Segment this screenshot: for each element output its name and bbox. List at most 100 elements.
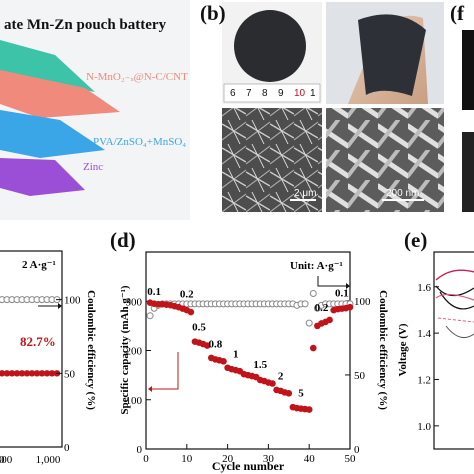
panel-d-frame bbox=[145, 251, 351, 450]
panel-d-rate-label: 0.2 bbox=[180, 288, 194, 300]
cnt-cathode-layer bbox=[0, 40, 95, 92]
panel-d-tick-left-label: 200 bbox=[126, 346, 143, 358]
panel-d-label: (d) bbox=[110, 228, 136, 252]
panel-d-capacity-point bbox=[346, 303, 354, 311]
panel-d-rate-label: 0.5 bbox=[192, 322, 206, 334]
panel-e-curve-pink bbox=[435, 269, 474, 281]
panel-e-y-label: Voltage (V) bbox=[397, 323, 409, 376]
panel-d-capacity-point bbox=[220, 358, 227, 365]
panel-d-x-label: Cycle number bbox=[212, 459, 285, 473]
panel-d-capacity-point bbox=[187, 308, 195, 316]
electrolyte-label: PVA/ZnSO₄+MnSO₄ bbox=[93, 136, 186, 148]
panel-d-capacity-series bbox=[146, 299, 354, 413]
panel-c-capacity-point bbox=[13, 370, 21, 377]
electrolyte-layer bbox=[0, 110, 105, 158]
ruler-number: 6 bbox=[230, 88, 236, 99]
panel-d-cap-arrow-head bbox=[148, 386, 152, 392]
panel-d-tick-right-label: 0 bbox=[354, 444, 360, 456]
panel-d-tick-x-label: 50 bbox=[345, 453, 357, 465]
panel-c-tick-right-label: 50 bbox=[64, 368, 76, 380]
panel-d-tick-x-label: 10 bbox=[181, 453, 193, 465]
panel-e-curve-black-2 bbox=[439, 291, 474, 310]
panel-e-voltage-chart: (e) 1.6 1.4 1.2 1.0 Voltage (V) bbox=[397, 228, 474, 450]
panel-e-tick-label: 1.0 bbox=[417, 421, 431, 433]
ruler-number: 1 bbox=[310, 88, 316, 99]
electrode-disc bbox=[234, 10, 306, 82]
panel-d-rate-label: 1 bbox=[233, 348, 239, 360]
panel-e-frame bbox=[433, 251, 474, 450]
manganese-cathode-layer bbox=[0, 70, 120, 118]
panel-d-capacity-point bbox=[269, 380, 276, 387]
panel-f-image: (f bbox=[450, 1, 474, 212]
panel-d-rate-label: 5 bbox=[298, 388, 304, 400]
bent-film bbox=[358, 14, 426, 96]
scale-bar-right-label: 200 nm bbox=[386, 188, 419, 199]
panel-d-rate-label: 2 bbox=[278, 370, 284, 382]
panel-e-curve-dashed bbox=[437, 317, 474, 323]
panel-c-capacity-points bbox=[0, 370, 61, 377]
panel-c-capacity-point bbox=[23, 370, 31, 377]
panel-d-capacity-point bbox=[326, 316, 333, 324]
panel-c-capacity-point bbox=[18, 370, 26, 377]
panel-c-cycling-chart: 2 A·g⁻¹ 82.7% 100 50 0 Coulombic efficienc… bbox=[0, 250, 97, 466]
panel-c-capacity-point bbox=[43, 370, 51, 377]
panel-c-capacity-point bbox=[8, 370, 16, 377]
panel-d-ce-point bbox=[146, 312, 154, 320]
scale-bar-left-label: 2 μm bbox=[294, 188, 316, 199]
panel-d-tick-left-label: 0 bbox=[137, 444, 143, 456]
panel-c-capacity-point bbox=[38, 370, 46, 377]
panel-a-schematic: ate Mn-Zn pouch battery N-MnO₂₋ₓ@N-C/CNT… bbox=[0, 0, 190, 220]
panel-d-tick-x-label: 0 bbox=[143, 453, 149, 465]
panel-d-tick-x-label: 40 bbox=[304, 453, 316, 465]
panel-d-tick-x-label: 20 bbox=[222, 453, 234, 465]
panel-c-y-right-label: Coulombic efficiency (%) bbox=[85, 290, 97, 410]
panel-f-label: (f bbox=[450, 1, 465, 25]
panel-e-curve-gray bbox=[445, 325, 474, 339]
panel-e-curves bbox=[435, 269, 474, 339]
panel-d-ce-point bbox=[301, 300, 309, 308]
ruler-number: 8 bbox=[262, 88, 268, 99]
panel-e-curve-pink-2 bbox=[435, 293, 474, 301]
panel-d-rate-label: 0.2 bbox=[315, 302, 329, 314]
panel-f-photo-bottom bbox=[462, 132, 474, 212]
panel-d-ce-point bbox=[305, 319, 313, 327]
panel-c-rate-label: 2 A·g⁻¹ bbox=[22, 259, 56, 271]
sem-image-low-mag bbox=[222, 108, 322, 212]
panel-c-frame bbox=[0, 250, 63, 448]
ruler bbox=[223, 83, 321, 103]
panel-c-tick-x-label: 1,000 bbox=[36, 454, 61, 466]
panel-e-tick-label: 1.6 bbox=[417, 282, 431, 294]
panel-c-tick-x-label: 800 bbox=[0, 454, 13, 466]
zinc-anode-layer bbox=[0, 158, 85, 196]
panel-e-tick-label: 1.4 bbox=[417, 328, 431, 340]
panel-d-rate-label: 0.8 bbox=[208, 338, 222, 350]
panel-c-tick-right-label: 100 bbox=[64, 295, 81, 307]
panel-d-cap-arrow bbox=[152, 352, 179, 390]
panel-d-rate-label: 0.1 bbox=[335, 287, 349, 299]
panel-b-image-grid: 6 7 8 9 10 1 2 μm 200 nm (b) bbox=[200, 1, 444, 212]
panel-e-label: (e) bbox=[404, 228, 427, 252]
panel-d-tick-left-label: 100 bbox=[126, 395, 143, 407]
panel-d-capacity-point bbox=[203, 342, 211, 349]
ruler-number: 10 bbox=[294, 88, 306, 99]
panel-d-capacity-point bbox=[305, 406, 313, 413]
panel-c-efficiency-points bbox=[0, 296, 61, 304]
panel-d-tick-x-label: 30 bbox=[263, 453, 275, 465]
cathode-label: N-MnO₂₋ₓ@N-C/CNT bbox=[86, 71, 188, 83]
panel-b-photographs: 6 7 8 9 10 1 2 μm 200 nm (b) bbox=[198, 0, 444, 220]
panel-d-y-right-label: Coulombic efficiency (%) bbox=[377, 290, 389, 410]
panel-d-rate-label: 0.1 bbox=[147, 286, 161, 298]
panel-d-capacity-point bbox=[309, 344, 317, 352]
bottom-charts: 2 A·g⁻¹ 82.7% 100 50 0 Coulombic efficienc… bbox=[0, 226, 474, 474]
panel-c-capacity-point bbox=[33, 370, 41, 377]
panel-d-capacity-point bbox=[285, 390, 293, 397]
panel-b-label: (b) bbox=[200, 1, 226, 25]
ruler-number: 9 bbox=[278, 88, 284, 99]
ruler-number: 7 bbox=[246, 88, 252, 99]
panel-c-tick-x-partial: 0 bbox=[0, 454, 5, 466]
zinc-label: Zinc bbox=[83, 161, 103, 173]
panel-d-tick-right-label: 100 bbox=[354, 296, 371, 308]
panel-d-ce-point bbox=[309, 289, 317, 297]
